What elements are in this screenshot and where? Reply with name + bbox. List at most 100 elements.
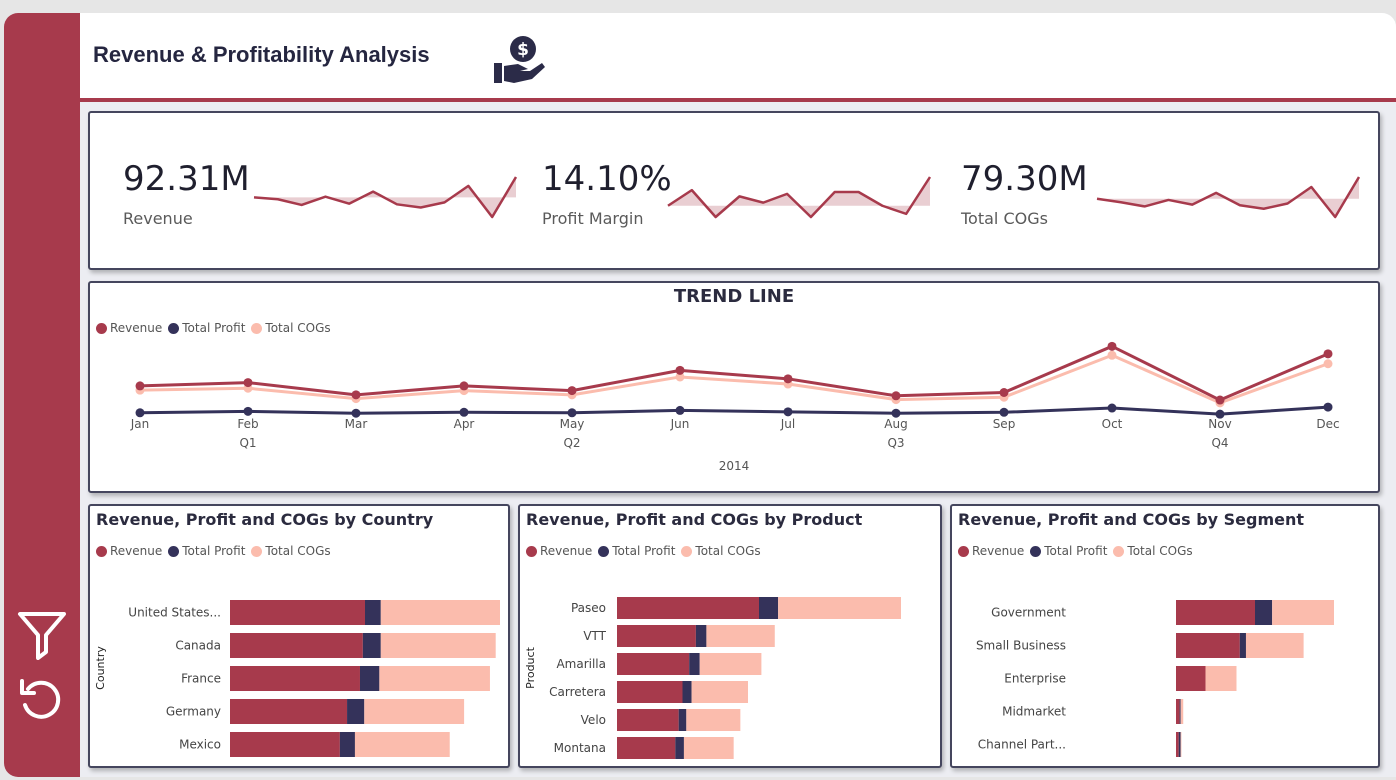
bar-segment-total-profit[interactable] <box>689 653 700 675</box>
bar-segment-total-cogs[interactable] <box>683 737 734 759</box>
legend-item-revenue[interactable]: Revenue <box>958 544 1024 558</box>
bar-segment-total-profit[interactable] <box>682 681 692 703</box>
legend-item-revenue[interactable]: Revenue <box>526 544 592 558</box>
data-point[interactable] <box>1323 402 1333 412</box>
legend-dot <box>168 545 180 557</box>
bar-segment-revenue[interactable] <box>1176 666 1206 691</box>
data-point[interactable] <box>567 408 577 418</box>
data-point[interactable] <box>1107 403 1117 413</box>
bar-segment-total-cogs[interactable] <box>380 633 496 658</box>
bar-segment-revenue[interactable] <box>230 666 360 691</box>
bar-segment-revenue[interactable] <box>617 737 676 759</box>
data-point[interactable] <box>567 386 577 396</box>
bar-segment-total-profit[interactable] <box>362 633 381 658</box>
bar-segment-total-profit[interactable] <box>759 597 779 619</box>
bar-segment-total-profit[interactable] <box>339 732 355 757</box>
data-point[interactable] <box>675 365 685 375</box>
bar-segment-total-cogs[interactable] <box>380 600 500 625</box>
bar-segment-total-cogs[interactable] <box>778 597 901 619</box>
bar-segment-revenue[interactable] <box>617 709 679 731</box>
kpi-sparkline <box>253 176 518 219</box>
chart-legend: Revenue Total Profit Total COGs <box>96 544 331 558</box>
reset-icon[interactable] <box>16 675 68 727</box>
bar-segment-revenue[interactable] <box>230 600 365 625</box>
legend-item-profit[interactable]: Total Profit <box>168 544 245 558</box>
bar-segment-total-profit[interactable] <box>1255 600 1273 625</box>
data-point[interactable] <box>243 406 253 416</box>
bar-segment-revenue[interactable] <box>1176 732 1179 757</box>
data-point[interactable] <box>675 405 685 415</box>
bar-segment-total-cogs[interactable] <box>1205 666 1237 691</box>
bar-segment-total-cogs[interactable] <box>354 732 450 757</box>
data-point[interactable] <box>351 408 361 418</box>
legend-item-cogs[interactable]: Total COGs <box>1113 544 1193 558</box>
data-point[interactable] <box>1323 359 1333 369</box>
data-point[interactable] <box>783 374 793 384</box>
data-point[interactable] <box>459 407 469 417</box>
page-title: Revenue & Profitability Analysis <box>93 42 430 67</box>
legend-item-cogs[interactable]: Total COGs <box>681 544 761 558</box>
bar-segment-revenue[interactable] <box>1176 600 1255 625</box>
legend-item-cogs[interactable]: Total COGs <box>251 544 331 558</box>
bar-segment-total-profit[interactable] <box>675 737 684 759</box>
bar-segment-total-cogs[interactable] <box>379 666 490 691</box>
legend-label: Total COGs <box>1127 544 1193 558</box>
data-point[interactable] <box>783 407 793 417</box>
bar-segment-total-cogs[interactable] <box>1180 699 1184 724</box>
data-point[interactable] <box>891 408 901 418</box>
bar-segment-revenue[interactable] <box>617 681 683 703</box>
data-point[interactable] <box>999 387 1009 397</box>
data-point[interactable] <box>351 390 361 400</box>
category-label: Channel Part... <box>978 738 1066 752</box>
legend-item-cogs[interactable]: Total COGs <box>251 321 331 335</box>
legend-item-profit[interactable]: Total Profit <box>598 544 675 558</box>
data-point[interactable] <box>891 391 901 401</box>
data-point[interactable] <box>675 372 685 382</box>
bar-segment-total-cogs[interactable] <box>364 699 465 724</box>
legend-item-profit[interactable]: Total Profit <box>1030 544 1107 558</box>
bar-segment-total-cogs[interactable] <box>1180 732 1182 757</box>
bar-segment-revenue[interactable] <box>617 625 696 647</box>
bar-segment-revenue[interactable] <box>1176 699 1180 724</box>
data-point[interactable] <box>1107 350 1117 360</box>
x-tick-label: May <box>560 417 585 431</box>
data-point[interactable] <box>1215 395 1225 405</box>
filter-icon[interactable] <box>16 608 68 660</box>
data-point[interactable] <box>1323 349 1333 359</box>
bar-segment-total-profit[interactable] <box>695 625 707 647</box>
legend-label: Revenue <box>110 321 163 335</box>
bar-segment-total-cogs[interactable] <box>1272 600 1334 625</box>
bar-segment-total-profit[interactable] <box>1178 732 1181 757</box>
kpi-value: 92.31M <box>123 159 250 199</box>
bar-segment-total-cogs[interactable] <box>1245 633 1304 658</box>
legend-label: Total Profit <box>612 544 676 558</box>
bar-segment-revenue[interactable] <box>617 597 759 619</box>
bar-segment-total-cogs[interactable] <box>706 625 775 647</box>
data-point[interactable] <box>999 407 1009 417</box>
data-point[interactable] <box>135 381 145 391</box>
bar-segment-total-cogs[interactable] <box>686 709 741 731</box>
bar-segment-total-profit[interactable] <box>1239 633 1246 658</box>
bar-segment-total-profit[interactable] <box>359 666 380 691</box>
data-point[interactable] <box>1215 409 1225 419</box>
data-point[interactable] <box>243 378 253 388</box>
data-point[interactable] <box>135 408 145 418</box>
legend-label: Total COGs <box>265 544 331 558</box>
bar-segment-revenue[interactable] <box>230 633 363 658</box>
data-point[interactable] <box>459 381 469 391</box>
bar-segment-revenue[interactable] <box>1176 633 1240 658</box>
bar-segment-total-profit[interactable] <box>678 709 687 731</box>
bar-segment-total-cogs[interactable] <box>699 653 762 675</box>
segment-chart-title: Revenue, Profit and COGs by Segment <box>958 510 1305 529</box>
legend-item-profit[interactable]: Total Profit <box>168 321 245 335</box>
bar-segment-total-cogs[interactable] <box>691 681 749 703</box>
legend-item-revenue[interactable]: Revenue <box>96 544 162 558</box>
bar-segment-revenue[interactable] <box>617 653 690 675</box>
bar-segment-total-profit[interactable] <box>347 699 365 724</box>
bar-segment-total-profit[interactable] <box>365 600 381 625</box>
bar-segment-revenue[interactable] <box>230 699 348 724</box>
bar-segment-revenue[interactable] <box>230 732 340 757</box>
legend-item-revenue[interactable]: Revenue <box>96 321 162 335</box>
bar-segment-total-profit[interactable] <box>1179 699 1181 724</box>
data-point[interactable] <box>1107 341 1117 351</box>
